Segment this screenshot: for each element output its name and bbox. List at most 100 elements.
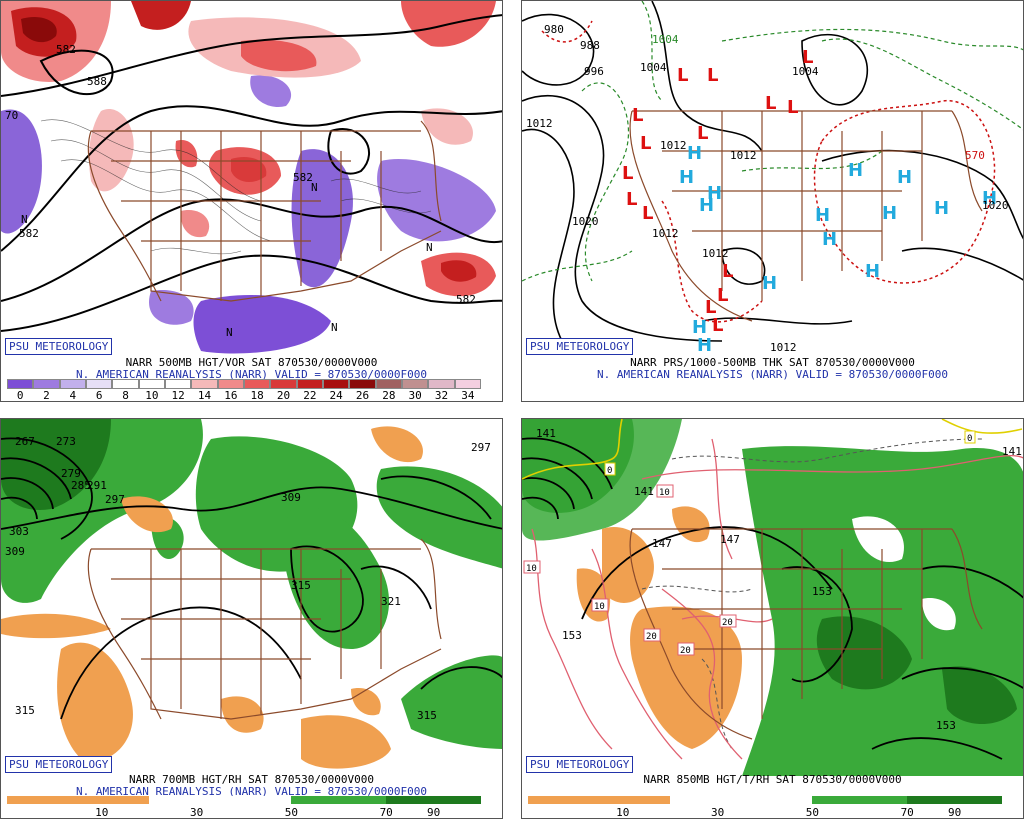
vort-negative-area [193, 295, 331, 354]
colorbar-tick-label: 0 [16, 389, 24, 402]
caption-line-2: N. AMERICAN REANALYSIS (NARR) VALID = 87… [597, 368, 948, 381]
high-pressure-marker: H [687, 143, 702, 164]
contour-label: 147 [720, 533, 740, 546]
caption-line-1: NARR PRS/1000-500MB THK SAT 870530/0000V… [630, 356, 915, 369]
colorbar-tick-label: 70 [379, 806, 393, 819]
moist-area [942, 666, 1017, 724]
temp-label-10: 10 [594, 602, 605, 612]
isobar-label: 980 [544, 23, 564, 36]
colorbar-tick-label: 6 [95, 389, 103, 402]
contour-label: 285 [71, 479, 91, 492]
psu-branding-badge: PSU METEOROLOGY [526, 338, 634, 355]
vort-positive-area [21, 16, 57, 43]
high-pressure-marker: H [697, 335, 712, 356]
rh-colorbar [7, 796, 481, 804]
low-pressure-marker: L [697, 123, 708, 144]
colorbar-swatch [217, 379, 244, 389]
isobar-label: 1012 [730, 149, 757, 162]
high-pressure-marker: H [897, 167, 912, 188]
dry-area [1, 613, 111, 639]
colorbar-tick-label: 70 [900, 806, 914, 819]
contour-label: 315 [417, 709, 437, 722]
low-pressure-marker: L [705, 297, 716, 318]
colorbar-tick-label: 50 [805, 806, 820, 819]
vorticity-map: 582 582 588 70 582 582 N N N N N [1, 1, 502, 358]
pressure-thickness-map: L L L L L L L L L L L L L L L H H H H H … [522, 1, 1023, 358]
moist-area [401, 655, 502, 749]
colorbar-swatch [164, 379, 192, 389]
caption-line-1: NARR 500MB HGT/VOR SAT 870530/0000V000 [125, 356, 378, 369]
temp-label-10: 10 [659, 488, 670, 498]
dry-area [221, 696, 264, 733]
vort-positive-area [241, 39, 317, 72]
dry-area [57, 642, 133, 761]
temp-label-0: 0 [967, 434, 972, 444]
contour-label: 291 [87, 479, 107, 492]
colorbar-tick-label: 30 [189, 806, 204, 819]
isobar-label: 996 [584, 65, 604, 78]
colorbar-swatch [85, 379, 113, 389]
high-pressure-marker: H [934, 198, 949, 219]
low-pressure-marker: L [787, 97, 798, 118]
vort-negative-area [377, 159, 496, 242]
psu-branding-badge: PSU METEOROLOGY [5, 756, 113, 773]
caption-line-1: NARR 850MB HGT/T/RH SAT 870530/0000V000 [643, 773, 902, 786]
rh-colorbar-ticks: 10 30 50 70 90 [7, 806, 481, 818]
vort-negative-area [291, 149, 353, 288]
high-pressure-marker: H [815, 205, 830, 226]
contour-label: 582 [19, 227, 39, 240]
dry-area [121, 496, 173, 533]
high-pressure-marker: H [882, 203, 897, 224]
colorbar-tick-label: 10 [145, 389, 159, 402]
isobar-label: 1004 [640, 61, 667, 74]
colorbar-tick-label: 32 [434, 389, 449, 402]
contour-label: 267 [15, 435, 35, 448]
contour-label: 297 [105, 493, 125, 506]
dry-area [371, 426, 423, 463]
colorbar-swatch [428, 379, 455, 389]
vorticity-colorbar [7, 379, 481, 389]
contour-label: 279 [61, 467, 81, 480]
caption-line-1: NARR 700MB HGT/RH SAT 870530/0000V000 [128, 773, 375, 786]
panel-500mb-vorticity: 582 582 588 70 582 582 N N N N N PSU MET… [0, 0, 503, 402]
isobar-label: 988 [580, 39, 600, 52]
colorbar-swatch [375, 379, 402, 389]
contour-label: 147 [652, 537, 672, 550]
temperature-humidity-850mb-map: 141 141 147 147 153 153 153 141 0 0 10 1… [522, 419, 1023, 776]
high-pressure-marker: H [848, 160, 863, 181]
vort-negative-area [250, 75, 292, 107]
humidity-700mb-map: 267 273 279 285 291 297 303 309 309 315 … [1, 419, 502, 776]
psu-branding-badge: PSU METEOROLOGY [5, 338, 113, 355]
dry-area [630, 606, 742, 749]
low-pressure-marker: L [642, 203, 653, 224]
low-pressure-marker: L [640, 133, 651, 154]
colorbar-tick-label: 22 [303, 389, 317, 402]
colorbar-tick-label: 90 [947, 806, 962, 819]
panel-700mb-humidity: 267 273 279 285 291 297 303 309 309 315 … [0, 418, 503, 819]
colorbar-tick-label: 50 [284, 806, 299, 819]
moist-area [522, 419, 682, 541]
colorbar-tick-label: 30 [710, 806, 725, 819]
panel-surface-pressure-thickness: L L L L L L L L L L L L L L L H H H H H … [521, 0, 1024, 402]
contour-label: 153 [936, 719, 956, 732]
contour-label: 309 [281, 491, 301, 504]
caption-line-2: N. AMERICAN REANALYSIS (NARR) VALID = 87… [76, 785, 427, 798]
moist-area [1, 419, 111, 510]
caption-line-2: N. AMERICAN REANALYSIS (NARR) VALID = 87… [76, 368, 427, 381]
moist-area [376, 466, 502, 569]
high-pressure-marker: H [865, 261, 880, 282]
colorbar-tick-label: 20 [276, 389, 291, 402]
low-pressure-marker: L [632, 105, 643, 126]
isobar-label: 1012 [770, 341, 797, 354]
temp-label-10: 10 [526, 564, 537, 574]
colorbar-tick-label: 16 [224, 389, 238, 402]
temp-label-20: 20 [722, 618, 733, 628]
contour-label: 582 [293, 171, 313, 184]
vort-positive-area [131, 1, 191, 30]
dry-area [602, 527, 654, 603]
vorticity-colorbar-ticks: 0 2 4 6 8 10 12 14 16 18 20 22 24 26 28 30 32 34 [7, 389, 481, 401]
low-pressure-marker: L [765, 93, 776, 114]
isobar-label: 1012 [702, 247, 729, 260]
high-pressure-marker: H [822, 229, 837, 250]
colorbar-tick-label: 10 [95, 806, 109, 819]
